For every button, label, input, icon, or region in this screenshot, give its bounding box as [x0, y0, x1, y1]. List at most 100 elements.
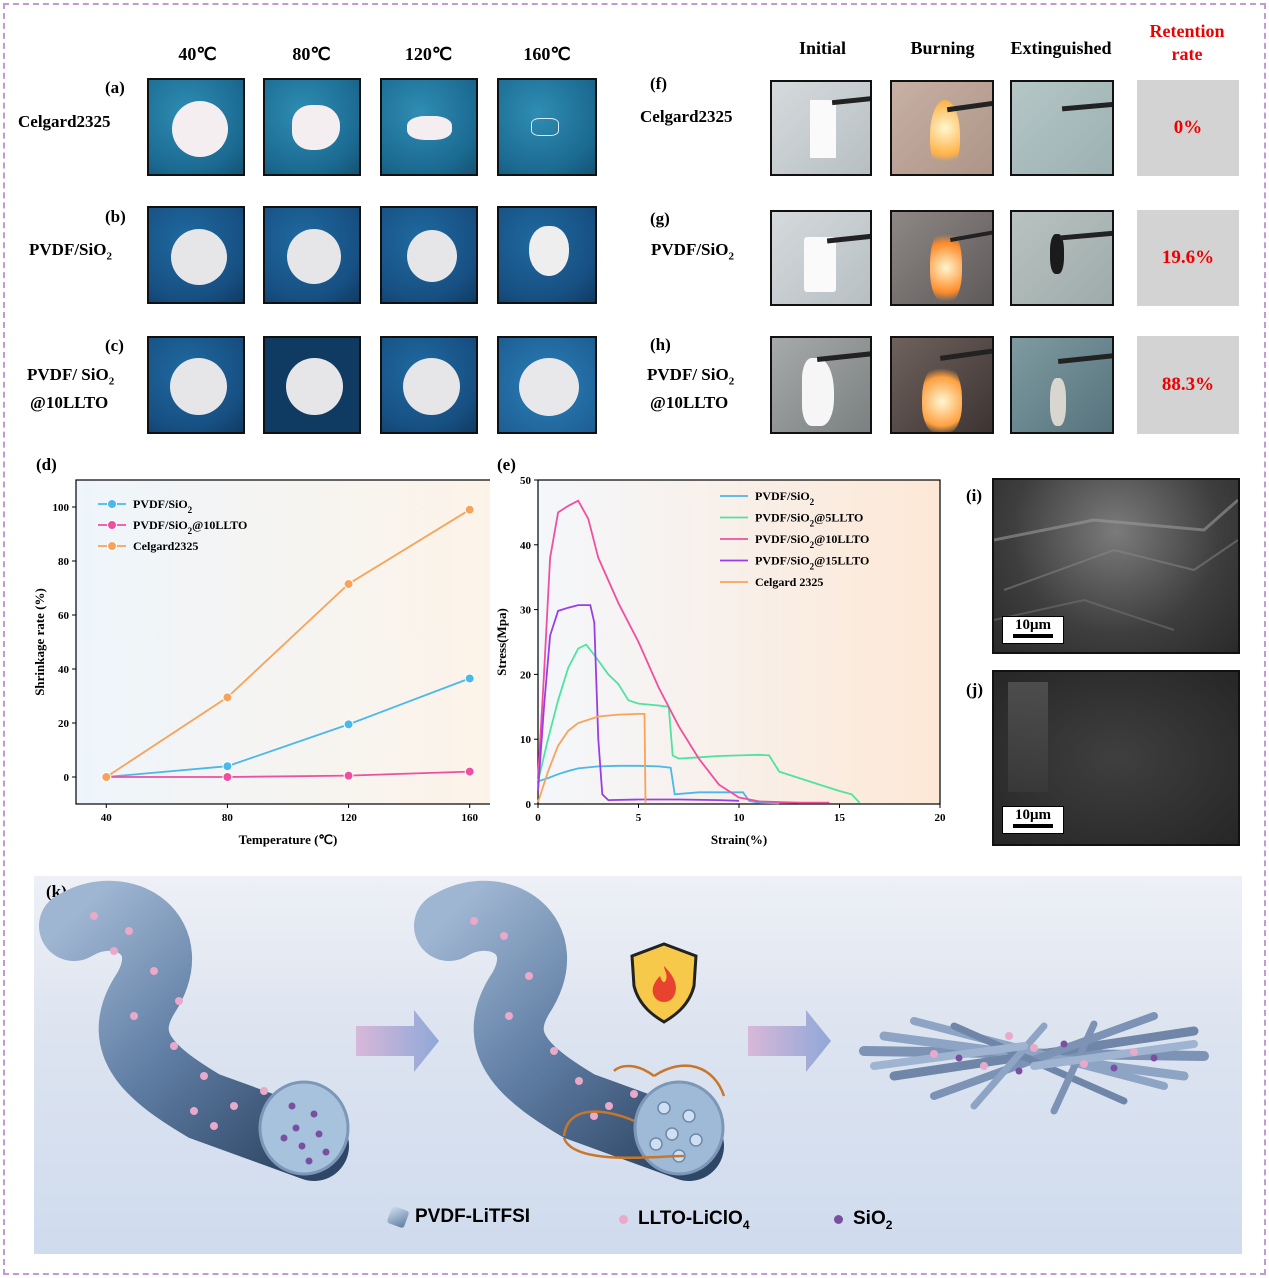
mechanism-illustration	[39, 880, 1209, 1181]
burn-photo-h-burning	[890, 336, 994, 434]
fiber-1	[39, 880, 350, 1181]
burn-photo-f-burning	[890, 80, 994, 176]
legend-llto-liclo4: LLTO-LiClO4	[619, 1208, 750, 1232]
y-tick-label: 10	[520, 734, 532, 746]
arrow-2	[748, 1010, 831, 1072]
data-point	[343, 719, 354, 730]
photo-b-80	[263, 206, 361, 304]
photo-c-40	[147, 336, 245, 434]
data-point	[222, 761, 233, 772]
burn-photo-f-extinguished	[1010, 80, 1114, 176]
temp-header-80: 80℃	[292, 44, 331, 64]
burn-header-burning: Burning	[910, 38, 975, 58]
photo-b-40	[147, 206, 245, 304]
photo-c-160	[497, 336, 597, 434]
mechanism-panel: (k)	[34, 876, 1242, 1254]
panel-g-letter: (g)	[650, 209, 670, 228]
temp-header-160: 160℃	[523, 44, 571, 64]
legend-label-1: PVDF/SiO2@5LLTO	[755, 511, 863, 529]
burn-photo-h-initial	[770, 336, 872, 434]
photo-c-80	[263, 336, 361, 434]
scale-bar-i: 10μm	[1002, 616, 1064, 644]
data-point	[101, 772, 112, 782]
data-point	[464, 673, 475, 684]
data-point	[222, 692, 233, 703]
legend-label-1: PVDF/SiO2@10LLTO	[133, 518, 247, 536]
photo-b-160	[497, 206, 597, 304]
sem-image-i: 10μm	[992, 478, 1240, 654]
fiber-2	[414, 880, 726, 1181]
purple-dot-icon	[834, 1215, 843, 1225]
arrow-1	[356, 1010, 439, 1072]
y-tick-label: 40	[58, 664, 70, 676]
panel-d-letter: (d)	[36, 455, 57, 474]
panel-c-letter: (c)	[105, 336, 124, 355]
y-tick-label: 0	[526, 799, 532, 811]
burn-photo-g-extinguished	[1010, 210, 1114, 306]
burn-photo-g-initial	[770, 210, 872, 306]
legend-sio2: SiO2	[834, 1208, 892, 1232]
photo-a-120	[380, 78, 478, 176]
x-tick-label: 120	[340, 812, 357, 824]
burn-photo-f-initial	[770, 80, 872, 176]
figure-frame	[3, 3, 1266, 1275]
x-tick-label: 80	[222, 812, 234, 824]
temp-header-120: 120℃	[404, 44, 453, 64]
data-point	[343, 578, 354, 589]
retention-f: 0%	[1137, 80, 1239, 176]
series-line-1	[106, 770, 470, 778]
fiber-chip-icon	[386, 1205, 410, 1229]
retention-h: 88.3%	[1137, 336, 1239, 434]
row-c-label: PVDF/ SiO2 @10LLTO	[27, 365, 115, 413]
x-tick-label: 160	[461, 812, 478, 824]
panel-e-letter: (e)	[497, 455, 516, 474]
y-axis-label: Stress(Mpa)	[494, 608, 509, 676]
data-point	[343, 770, 354, 781]
x-tick-label: 15	[834, 812, 846, 824]
fire-shield-icon	[630, 942, 698, 1024]
series-line-3	[537, 604, 740, 802]
photo-a-40	[147, 78, 245, 176]
burn-photo-g-burning	[890, 210, 994, 306]
plot-background	[538, 480, 940, 804]
legend-label-2: Celgard2325	[133, 539, 198, 553]
legend-label-2: PVDF/SiO2@10LLTO	[755, 532, 869, 550]
row-h-label: PVDF/ SiO2 @10LLTO	[647, 365, 735, 413]
panel-h-letter: (h)	[650, 335, 671, 354]
x-tick-label: 5	[636, 812, 642, 824]
series-line-0	[106, 677, 471, 778]
series-line-2	[105, 508, 471, 778]
y-tick-label: 50	[520, 475, 532, 487]
legend-label-0: PVDF/SiO2	[755, 489, 815, 507]
retention-header-line2: rate	[1171, 44, 1203, 64]
photo-a-160	[497, 78, 597, 176]
x-axis-label: Temperature (℃)	[239, 832, 338, 847]
photo-b-120	[380, 206, 478, 304]
temp-header-40: 40℃	[178, 44, 217, 64]
panel-j-letter: (j)	[966, 680, 983, 699]
data-point	[464, 766, 475, 777]
y-tick-label: 0	[64, 772, 70, 784]
plot-background	[76, 480, 490, 804]
panel-i-letter: (i)	[966, 486, 983, 505]
y-tick-label: 20	[58, 718, 70, 730]
plot-frame	[75, 479, 490, 805]
fiber-2-cross-section	[633, 1080, 725, 1176]
y-tick-label: 30	[520, 605, 532, 617]
retention-header-line1: Retention	[1149, 21, 1225, 41]
chart-d: 40 80 120 160 0 20 40 60 80 100 Temperature (℃) Shr…	[32, 479, 490, 847]
tangled-fibers	[859, 1012, 1209, 1115]
sem-texture-i	[994, 498, 1238, 631]
y-tick-label: 40	[520, 540, 532, 552]
x-tick-label: 40	[101, 812, 113, 824]
legend-pvdf-litfsi: PVDF-LiTFSI	[386, 1205, 530, 1229]
x-tick-label: 0	[535, 812, 541, 824]
y-tick-label: 20	[520, 669, 532, 681]
fiber-1-cross-section	[258, 1080, 350, 1176]
y-tick-label: 60	[58, 610, 70, 622]
row-f-label: Celgard2325	[640, 107, 733, 126]
row-b-label: PVDF/SiO2	[29, 240, 112, 263]
series-line-2	[537, 499, 830, 804]
data-point	[464, 504, 475, 515]
data-point	[222, 772, 233, 782]
